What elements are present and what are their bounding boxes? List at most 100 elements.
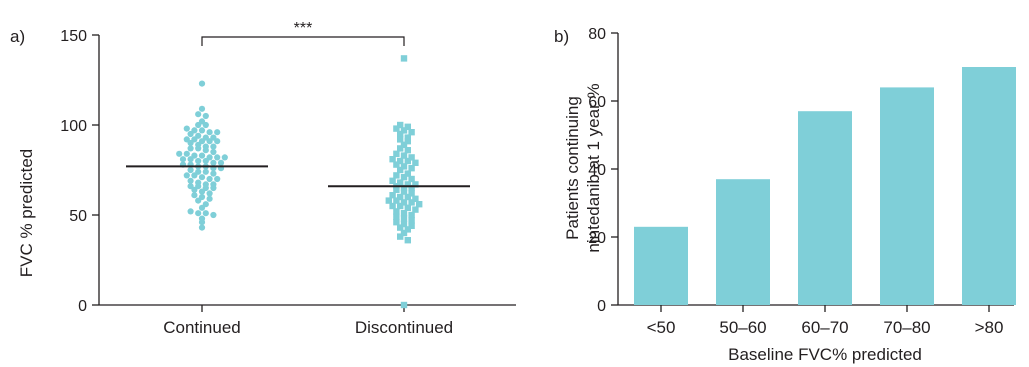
data-point-discontinued: [400, 301, 408, 309]
data-point-discontinued: [397, 136, 404, 143]
panel-b-ylabel-line-1: Patients continuing: [563, 96, 582, 240]
data-point-discontinued: [408, 190, 415, 197]
data-point-discontinued: [393, 208, 400, 215]
data-point-discontinued: [408, 217, 415, 224]
panel-b-xlabel: Baseline FVC% predicted: [728, 345, 922, 364]
data-point-discontinued: [404, 157, 411, 165]
data-point-discontinued: [397, 179, 404, 186]
data-point-discontinued: [389, 156, 396, 163]
panel-a-ytick-label: 0: [78, 298, 87, 315]
data-point-discontinued: [400, 163, 408, 170]
data-point-discontinued: [408, 175, 415, 183]
panel-b-xtick-label: >80: [975, 318, 1004, 337]
data-point-discontinued: [404, 181, 411, 188]
data-point-discontinued: [404, 204, 411, 211]
panel-b-xtick-label: 60–70: [801, 318, 848, 337]
data-point-continued: [202, 157, 209, 165]
data-point-discontinued: [408, 154, 415, 161]
data-point-discontinued: [412, 206, 419, 213]
data-point-discontinued: [393, 161, 400, 168]
panel-b-xtick-label: <50: [647, 318, 676, 337]
data-point-continued: [206, 190, 213, 197]
data-point-continued: [202, 210, 209, 217]
panel-b-ytick-label: 0: [597, 298, 606, 315]
data-point-continued: [187, 130, 194, 138]
data-point-discontinued: [412, 195, 419, 202]
data-point-discontinued: [408, 165, 415, 172]
bar-5: [962, 67, 1016, 305]
data-point-continued: [206, 129, 213, 136]
panel-a-ylabel: FVC % predicted: [17, 149, 36, 278]
data-point-discontinued: [393, 150, 400, 157]
data-point-discontinued: [400, 210, 408, 217]
data-point-continued: [198, 188, 206, 195]
bar-4: [880, 87, 934, 306]
data-point-continued: [176, 150, 183, 157]
data-point-discontinued: [397, 130, 404, 138]
data-point-continued: [191, 192, 198, 199]
data-point-discontinued: [393, 172, 400, 179]
data-point-continued: [183, 172, 190, 179]
data-point-continued: [198, 174, 206, 181]
data-point-continued: [206, 138, 213, 145]
data-point-discontinued: [389, 202, 396, 210]
data-point-discontinued: [408, 222, 415, 229]
data-point-discontinued: [397, 145, 404, 152]
data-point-continued: [217, 159, 225, 166]
data-point-discontinued: [404, 123, 411, 130]
panel-b-ytick-label: 20: [588, 230, 606, 247]
data-point-continued: [187, 156, 194, 163]
data-point-continued: [195, 145, 202, 152]
data-point-continued: [191, 172, 198, 179]
panel-a-xtick-label: Discontinued: [355, 318, 453, 337]
data-point-discontinued: [397, 121, 404, 129]
data-point-discontinued: [408, 199, 415, 206]
data-point-continued: [210, 143, 217, 150]
data-point-continued: [214, 175, 221, 183]
data-point-continued: [187, 145, 194, 152]
data-point-discontinued: [400, 141, 408, 148]
data-point-continued: [206, 175, 213, 183]
data-point-continued: [214, 154, 221, 161]
data-point-discontinued: [404, 138, 411, 145]
data-point-continued: [202, 112, 209, 120]
significance-bracket: ***: [201, 20, 405, 46]
panel-b-ytick-label: 40: [588, 162, 606, 179]
data-point-discontinued: [400, 127, 408, 134]
significance-bracket-line: [201, 36, 405, 46]
data-point-continued: [198, 80, 206, 87]
data-point-discontinued: [397, 157, 404, 165]
significance-stars: ***: [294, 20, 313, 37]
data-point-continued: [198, 219, 206, 226]
bar-3: [798, 111, 852, 305]
panel-b-ylabel-line-2: nintedanib at 1 year %: [584, 83, 603, 252]
data-point-discontinued: [389, 192, 396, 199]
panel-a-ytick-label: 150: [60, 28, 87, 45]
data-point-discontinued: [412, 181, 419, 188]
data-point-discontinued: [404, 237, 411, 244]
data-point-discontinued: [404, 134, 411, 141]
data-point-continued: [187, 166, 194, 174]
data-point-discontinued: [393, 213, 400, 220]
data-point-discontinued: [408, 184, 415, 192]
data-point-continued: [191, 186, 198, 193]
data-point-continued: [202, 147, 209, 154]
data-point-continued: [202, 168, 209, 175]
data-point-discontinued: [400, 184, 408, 192]
data-point-discontinued: [393, 186, 400, 193]
data-point-continued: [210, 159, 217, 166]
data-point-discontinued: [393, 197, 400, 204]
panel-b-xtick-label: 50–60: [719, 318, 766, 337]
data-point-discontinued: [389, 177, 396, 184]
data-point-continued: [195, 157, 202, 165]
data-point-discontinued: [408, 211, 415, 219]
data-point-continued: [198, 127, 206, 134]
data-point-discontinued: [385, 197, 392, 204]
data-point-continued: [195, 121, 202, 129]
panel-a-xtick-label: Continued: [163, 318, 241, 337]
data-point-discontinued: [404, 170, 411, 177]
panel-b-xtick-label: 70–80: [883, 318, 930, 337]
panel-b-label: b): [554, 27, 569, 46]
data-point-continued: [195, 210, 202, 217]
